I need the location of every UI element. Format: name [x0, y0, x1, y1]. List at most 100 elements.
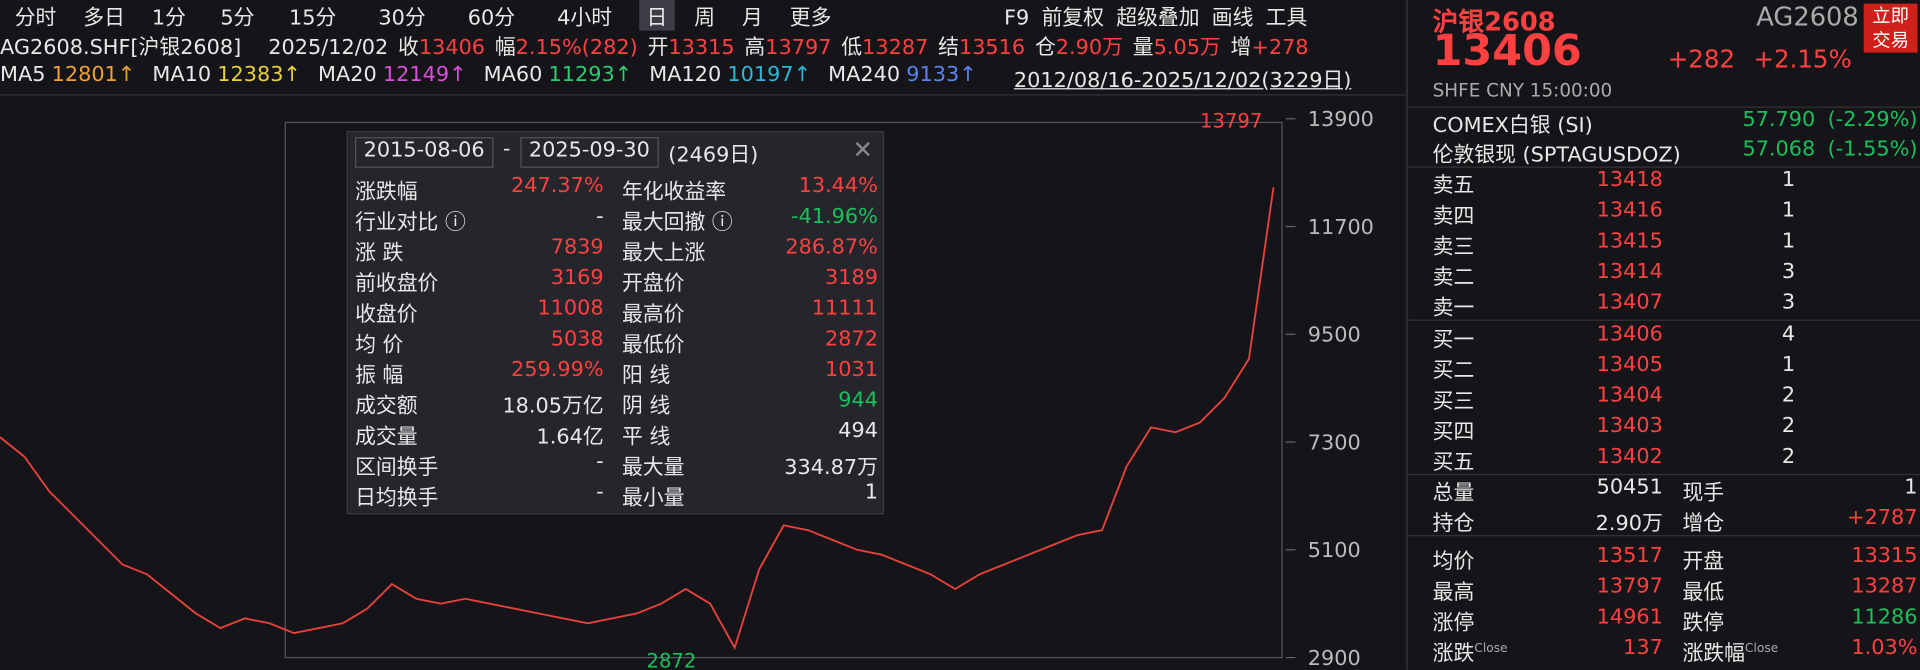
- divider: [1408, 106, 1920, 108]
- book-side: 买三: [1432, 389, 1475, 414]
- ma-label: MA5: [0, 62, 46, 87]
- popup-header: 2015-08-06-2025-09-30 (2469日): [355, 137, 758, 168]
- stat-label: 均 价: [355, 333, 404, 358]
- related-price: 57.068: [1742, 137, 1816, 162]
- contract-name: 沪银2608: [1432, 7, 1556, 37]
- divider: [1405, 0, 1409, 670]
- close-tag: Close: [1744, 642, 1779, 656]
- period-tabs: 分时 多日 1分 5分 15分 30分 60分 4小时 日周 月 更多: [0, 0, 831, 31]
- book-side: 买二: [1432, 358, 1475, 384]
- book-price: 13403: [1596, 413, 1663, 439]
- period-tab[interactable]: 1分: [151, 6, 186, 31]
- book-price: 13414: [1596, 259, 1663, 285]
- trade-button[interactable]: 立即 交易: [1863, 3, 1918, 53]
- stat-value: 5038: [550, 326, 604, 352]
- stat-value: -: [596, 204, 604, 229]
- ma-label: MA10: [152, 62, 212, 87]
- stat-label: 最高: [1432, 580, 1475, 605]
- tool-button[interactable]: 前复权: [1041, 6, 1105, 31]
- period-tab[interactable]: 月: [742, 6, 763, 31]
- end-date[interactable]: 2025-09-30: [520, 137, 659, 168]
- quote-bar: AG2608.SHF[沪银2608] 2025/12/02 收13406 幅2.15%…: [0, 29, 1318, 60]
- period-tab[interactable]: 4小时: [557, 6, 613, 31]
- stat-value: -41.96%: [791, 204, 878, 229]
- stat-label: 收盘价: [355, 302, 418, 327]
- y-tick-label: 9500: [1308, 323, 1361, 347]
- stat-value: -: [596, 449, 604, 474]
- period-tab[interactable]: 多日: [83, 6, 125, 31]
- high-label: 13797: [1200, 109, 1262, 132]
- stat-value: -: [596, 480, 604, 505]
- period-tab[interactable]: 15分: [288, 6, 337, 31]
- quote-value: 5.05万: [1153, 35, 1221, 61]
- book-volume: 3: [1781, 290, 1796, 315]
- date: 2025/12/02: [268, 35, 389, 61]
- book-price: 13402: [1596, 444, 1663, 469]
- ma-label: MA60: [483, 62, 543, 87]
- ma-bar: MA5 12801↑ MA10 12383↑ MA20 12149↑ MA60 11293↑ M…: [0, 62, 994, 86]
- tool-button[interactable]: 超级叠加: [1116, 6, 1200, 31]
- quote-value: 13516: [958, 35, 1026, 61]
- period-tab[interactable]: 周: [694, 6, 716, 31]
- divider: [1408, 473, 1920, 476]
- stat-label: 最大上涨: [622, 241, 706, 266]
- ma-value: 11293↑: [548, 62, 633, 87]
- period-tab[interactable]: 30分: [378, 6, 426, 31]
- close-tag: Close: [1474, 642, 1508, 656]
- stat-label: 日均换手: [355, 486, 439, 511]
- book-side: 卖四: [1432, 204, 1475, 229]
- stat-label: 均价: [1432, 549, 1475, 575]
- book-price: 13416: [1596, 198, 1663, 223]
- stat-label: 前收盘价: [355, 271, 439, 297]
- stat-label: 成交量: [355, 424, 418, 450]
- ma-value: 10197↑: [727, 62, 812, 87]
- start-date[interactable]: 2015-08-06: [355, 137, 494, 168]
- stat-value: 3189: [824, 265, 878, 291]
- stat-value: 944: [838, 388, 878, 413]
- y-tick-label: 2900: [1308, 646, 1361, 670]
- quote-label: 幅: [494, 35, 516, 61]
- period-tab[interactable]: 日: [639, 0, 675, 31]
- stat-label: 区间换手: [355, 455, 439, 481]
- book-volume: 2: [1781, 383, 1796, 408]
- symbol: AG2608.SHF[沪银2608]: [0, 35, 242, 61]
- stat-label: 总量: [1432, 481, 1475, 506]
- last-price: 13406: [1432, 26, 1582, 76]
- divider: [1408, 166, 1920, 168]
- quote-label: 低: [841, 35, 863, 61]
- stat-label: 年化收益率: [622, 180, 727, 205]
- book-volume: 1: [1781, 352, 1796, 378]
- close-icon[interactable]: ✕: [852, 134, 874, 165]
- meta: SHFE CNY 15:00:00: [1432, 79, 1613, 102]
- tool-button[interactable]: F9: [1004, 6, 1030, 31]
- stat-value: 1.03%: [1851, 635, 1918, 661]
- period-tab[interactable]: 5分: [220, 6, 255, 31]
- stat-label: 现手: [1682, 481, 1725, 506]
- stat-label: 阳 线: [622, 363, 671, 389]
- tool-button[interactable]: 工具: [1265, 6, 1308, 31]
- stat-value: 11111: [811, 296, 878, 321]
- stat-label: 涨 跌: [355, 241, 404, 266]
- stat-label: 振 幅: [355, 363, 404, 389]
- y-tick-label: 11700: [1308, 215, 1374, 239]
- tool-button[interactable]: 画线: [1211, 6, 1254, 31]
- stat-value: 13517: [1596, 543, 1663, 569]
- quote-label: 量: [1132, 35, 1154, 61]
- stat-label: 开盘价: [622, 271, 685, 297]
- period-tab[interactable]: 更多: [789, 6, 832, 31]
- stat-value: 50451: [1596, 475, 1663, 500]
- stat-label: 成交额: [355, 394, 418, 419]
- date-range[interactable]: 2012/08/16-2025/12/02(3229日): [1013, 68, 1352, 94]
- book-price: 13404: [1596, 383, 1663, 408]
- book-side: 卖二: [1432, 265, 1475, 291]
- quote-value: 13287: [862, 35, 929, 61]
- related-name: 伦敦银现 (SPTAGUSDOZ): [1432, 143, 1681, 168]
- period-tab[interactable]: 分时: [14, 6, 57, 31]
- period-tab[interactable]: 60分: [467, 6, 516, 31]
- quote-value: 2.90万: [1055, 35, 1123, 61]
- stat-value: +2787: [1847, 505, 1918, 531]
- stat-value: 334.87万: [784, 455, 878, 481]
- quote-label: 结: [938, 35, 959, 61]
- stat-value: 11008: [537, 296, 604, 321]
